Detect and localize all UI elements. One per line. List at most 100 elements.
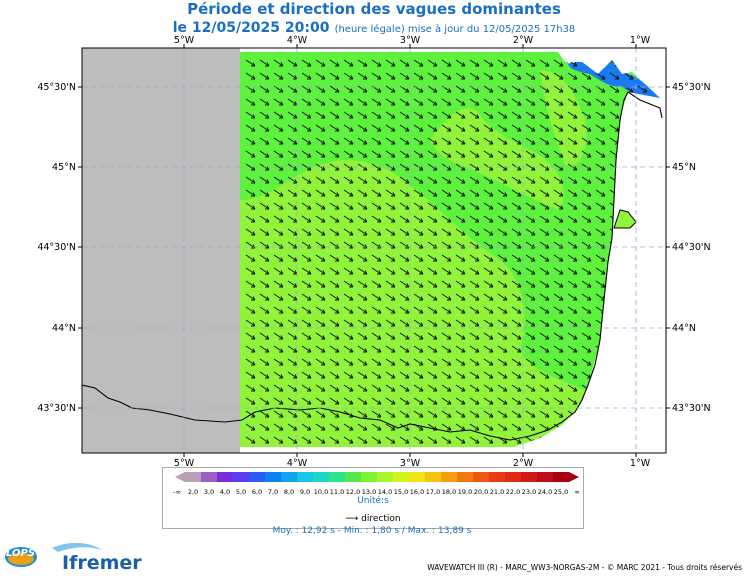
direction-arrow <box>511 410 522 418</box>
direction-arrow <box>469 98 480 106</box>
direction-arrow <box>357 306 368 314</box>
direction-arrow <box>329 371 340 379</box>
direction-arrow <box>343 124 354 132</box>
direction-arrow <box>329 189 340 197</box>
direction-arrow <box>525 189 536 197</box>
direction-arrow <box>315 436 326 444</box>
direction-arrow <box>483 254 494 262</box>
direction-arrow <box>329 345 340 353</box>
direction-arrow <box>483 202 494 210</box>
direction-arrow <box>525 306 536 314</box>
direction-arrow <box>301 72 312 80</box>
direction-arrow <box>357 254 368 262</box>
direction-arrow <box>553 371 564 379</box>
direction-arrow <box>539 332 550 340</box>
color-scale-cell <box>553 472 569 482</box>
direction-arrow <box>427 319 438 327</box>
direction-arrow <box>245 384 256 392</box>
direction-arrow <box>427 228 438 236</box>
direction-arrow <box>469 228 480 236</box>
direction-arrow <box>469 436 480 444</box>
direction-arrow <box>273 410 284 418</box>
direction-arrow <box>581 137 592 145</box>
direction-arrow <box>469 111 480 119</box>
color-scale-cell <box>265 472 281 482</box>
direction-arrow <box>427 72 438 80</box>
direction-arrow <box>371 228 382 236</box>
direction-arrow <box>455 254 466 262</box>
direction-arrow <box>413 98 424 106</box>
direction-arrow <box>371 59 382 67</box>
direction-arrow <box>413 215 424 223</box>
direction-arrow <box>357 267 368 275</box>
direction-arrow <box>497 228 508 236</box>
direction-arrow <box>343 423 354 431</box>
direction-arrow <box>301 358 312 366</box>
direction-arrow <box>315 267 326 275</box>
scale-tick-label: 8,0 <box>284 488 294 496</box>
direction-arrow <box>455 293 466 301</box>
direction-arrow <box>287 59 298 67</box>
direction-arrow <box>371 397 382 405</box>
scale-tick-label: 2,0 <box>188 488 198 496</box>
color-scale-cell <box>185 472 201 482</box>
direction-arrow <box>329 436 340 444</box>
direction-arrow <box>595 176 606 184</box>
direction-arrow <box>329 410 340 418</box>
direction-arrow <box>567 137 578 145</box>
direction-arrow <box>245 358 256 366</box>
direction-arrow <box>357 436 368 444</box>
direction-arrow <box>469 423 480 431</box>
direction-arrow <box>427 111 438 119</box>
direction-arrow <box>385 202 396 210</box>
direction-arrow <box>511 436 522 444</box>
direction-arrow <box>567 202 578 210</box>
direction-arrow <box>553 215 564 223</box>
direction-arrow <box>273 345 284 353</box>
direction-arrow <box>329 306 340 314</box>
direction-arrow <box>315 189 326 197</box>
direction-arrow <box>581 98 592 106</box>
direction-arrow <box>413 124 424 132</box>
direction-arrow <box>497 306 508 314</box>
unit-label: Unité:s <box>357 496 389 506</box>
direction-arrow <box>343 397 354 405</box>
direction-arrow <box>245 111 256 119</box>
scale-tick-label: 12,0 <box>346 488 360 496</box>
direction-arrow <box>441 345 452 353</box>
direction-arrow <box>273 215 284 223</box>
lon-label-top: 1°W <box>630 35 651 46</box>
direction-arrow <box>329 332 340 340</box>
direction-arrow <box>539 319 550 327</box>
color-scale-cell <box>217 472 233 482</box>
color-scale-cell <box>505 472 521 482</box>
direction-arrow <box>455 150 466 158</box>
color-scale-cell <box>249 472 265 482</box>
scale-tick-label: 10,0 <box>314 488 328 496</box>
direction-arrow <box>357 72 368 80</box>
direction-arrow <box>399 59 410 67</box>
direction-arrow <box>259 215 270 223</box>
direction-arrow <box>371 436 382 444</box>
direction-arrow <box>413 59 424 67</box>
direction-arrow <box>259 423 270 431</box>
direction-arrow <box>455 436 466 444</box>
direction-arrow <box>287 371 298 379</box>
direction-arrow <box>595 137 606 145</box>
direction-arrow <box>245 280 256 288</box>
direction-arrow <box>567 241 578 249</box>
direction-arrow <box>553 124 564 132</box>
direction-arrow <box>553 150 564 158</box>
direction-arrow <box>343 332 354 340</box>
direction-arrow <box>539 124 550 132</box>
direction-arrow <box>357 358 368 366</box>
lon-label-top: 5°W <box>174 35 195 46</box>
direction-arrow <box>259 371 270 379</box>
forecast-date: le 12/05/2025 20:00 <box>172 20 330 36</box>
direction-arrow <box>259 124 270 132</box>
direction-arrow <box>385 228 396 236</box>
direction-arrow <box>539 241 550 249</box>
direction-arrow <box>525 176 536 184</box>
direction-arrow <box>301 436 312 444</box>
direction-arrow <box>413 319 424 327</box>
